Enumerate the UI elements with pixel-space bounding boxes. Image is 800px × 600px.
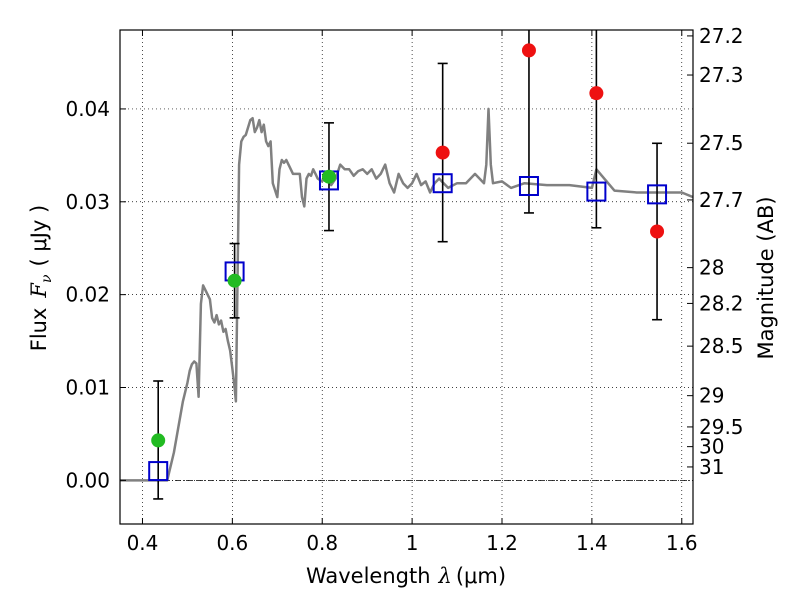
- y-tick-label: 0.01: [65, 376, 110, 400]
- plot-area: [120, 30, 693, 500]
- x-tick-label: 0.6: [216, 531, 248, 555]
- red-data-point: [435, 145, 450, 160]
- model-square-marker: [586, 181, 607, 202]
- data-layer: [120, 30, 693, 500]
- y2-tick-label: 28.2: [699, 291, 744, 315]
- model-square-marker: [432, 173, 453, 194]
- y2-tick-label: 29: [699, 384, 724, 408]
- green-data-point: [321, 169, 336, 184]
- y2-tick-label: 29.5: [699, 415, 744, 439]
- y2-tick-label: 27.5: [699, 131, 744, 155]
- y2-tick-label: 27.3: [699, 63, 744, 87]
- axis-ticks: 0.4 0.6 0.8 1 1.2 1.4 1.6 0.00 0.01 0.02 0.03 0.04: [65, 30, 698, 555]
- x-tick-label: 1.2: [486, 531, 518, 555]
- y-tick-label: 0.03: [65, 190, 110, 214]
- y-tick-label: 0.00: [65, 468, 110, 492]
- y2-tick-label: 27.7: [699, 188, 744, 212]
- y-tick-label: 0.02: [65, 283, 110, 307]
- green-data-point: [151, 433, 166, 448]
- spectrum-line: [120, 107, 693, 482]
- x-tick-label: 1.6: [666, 531, 698, 555]
- model-square-marker: [518, 176, 539, 196]
- y-axis-label: FluxFν( μJy ): [27, 205, 55, 351]
- model-square-marker: [148, 461, 169, 482]
- y2-tick-label: 30: [699, 435, 724, 459]
- model-square-marker: [647, 184, 668, 205]
- red-data-point: [589, 86, 604, 101]
- y-tick-label: 0.04: [65, 97, 110, 121]
- x-tick-label: 0.8: [306, 531, 338, 555]
- green-data-point: [227, 273, 242, 288]
- plot-frame: [119, 29, 694, 525]
- x-tick-label: 0.4: [127, 531, 159, 555]
- y2-tick-label: 31: [699, 455, 724, 479]
- red-data-point: [650, 224, 665, 239]
- y2-tick-label: 28: [699, 256, 724, 280]
- y2-tick-label: 28.5: [699, 334, 744, 358]
- x-tick-label: 1.4: [576, 531, 608, 555]
- y2-tick-label: 27.2: [699, 24, 744, 48]
- red-data-point: [521, 43, 536, 58]
- x-axis-label: Wavelength λ (μm): [306, 564, 506, 588]
- y2-axis-label: Magnitude (AB): [754, 196, 778, 359]
- grid-lines: [120, 30, 693, 524]
- x-tick-label: 1: [406, 531, 419, 555]
